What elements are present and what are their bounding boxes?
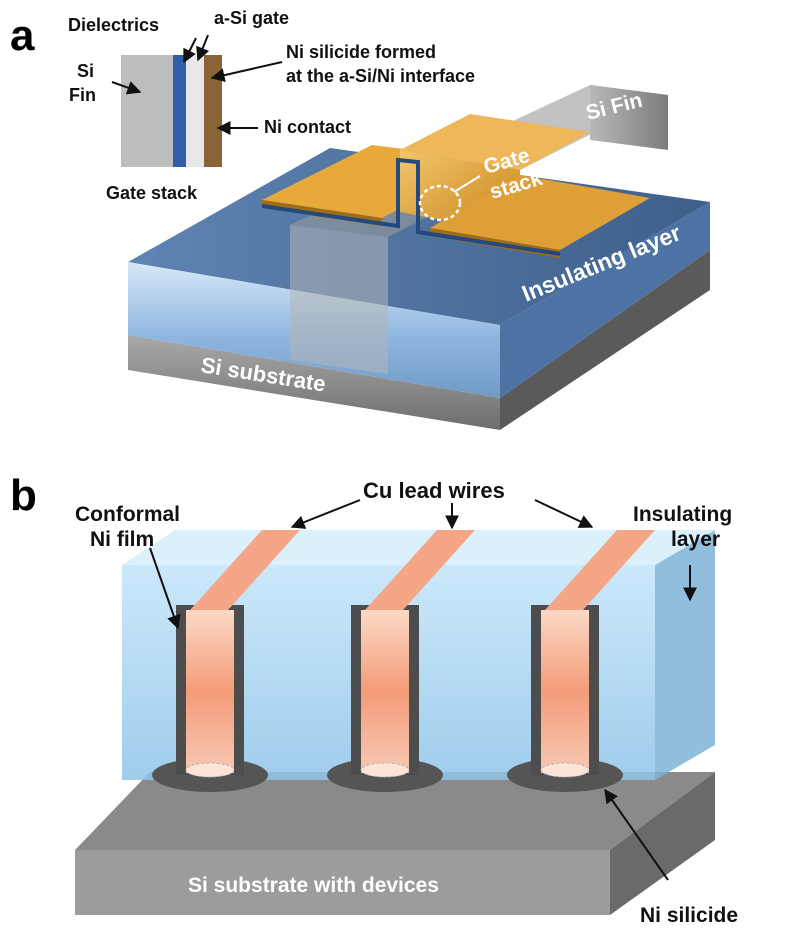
label-ni-silicide: Ni silicide (640, 904, 738, 927)
label-conformal-2: Ni film (90, 528, 154, 551)
insulating-side (500, 202, 710, 398)
arrow-ni-silicide (210, 61, 283, 83)
label-ni-silicide-2: at the a-Si/Ni interface (286, 66, 475, 86)
panel-a-letter: a (10, 11, 35, 60)
gate-stack-highlight-circle (418, 184, 462, 222)
inset-asi-layer (186, 55, 204, 167)
inset-si-fin-layer (121, 55, 173, 167)
fin-front (290, 225, 388, 374)
cu-lead-3 (545, 530, 655, 610)
panel-b-letter: b (10, 471, 37, 520)
via-bottom-3 (540, 762, 590, 778)
arrow-asi-gate (196, 34, 210, 62)
gate-stack-pointer (453, 175, 481, 193)
label-insulating-b-2: layer (671, 528, 720, 551)
arrow-si-fin-inset (111, 81, 142, 95)
cu-lead-1 (190, 530, 300, 610)
arrow-conformal-ni (149, 547, 181, 630)
arrow-dielectrics (183, 37, 197, 64)
arrow-cu-wire-1 (290, 499, 361, 529)
label-conformal-1: Conformal (75, 503, 180, 526)
gate-ridge-top (400, 114, 590, 170)
substrate-b-side (610, 772, 715, 915)
label-si-fin-inset-2: Fin (69, 85, 96, 105)
substrate-side (500, 250, 710, 430)
insulating-b-side (655, 530, 715, 780)
label-si-fin-inset-1: Si (77, 61, 94, 81)
inset-ni-layer (204, 55, 222, 167)
via-bottom-2 (360, 762, 410, 778)
interconnect-3d-block (75, 530, 715, 915)
arrow-ni-silicide (604, 788, 669, 881)
label-gate-stack-caption: Gate stack (106, 183, 198, 203)
substrate-b-front (75, 850, 610, 915)
label-dielectrics: Dielectrics (68, 15, 159, 35)
gate-stack-inset (121, 55, 222, 167)
finfet-3d-block (128, 85, 710, 430)
via-bottom-1 (185, 762, 235, 778)
label-insulating-b-1: Insulating (633, 503, 732, 526)
label-si-substrate-devices: Si substrate with devices (188, 874, 439, 897)
arrow-cu-wire-3 (534, 499, 594, 528)
fin-back (590, 85, 668, 150)
gate-dielectric-line (261, 157, 561, 256)
label-ni-silicide-1: Ni silicide formed (286, 42, 436, 62)
cu-via-3 (541, 610, 589, 773)
cu-via-2 (361, 610, 409, 773)
inset-dielectric-layer (173, 55, 186, 167)
label-ni-contact: Ni contact (264, 117, 351, 137)
substrate-front (128, 335, 500, 430)
gate-right-top (430, 175, 650, 250)
label-cu-lead-wires: Cu lead wires (363, 478, 505, 503)
cu-via-1 (186, 610, 234, 773)
label-asi-gate: a-Si gate (214, 8, 289, 28)
cu-lead-2 (365, 530, 475, 610)
